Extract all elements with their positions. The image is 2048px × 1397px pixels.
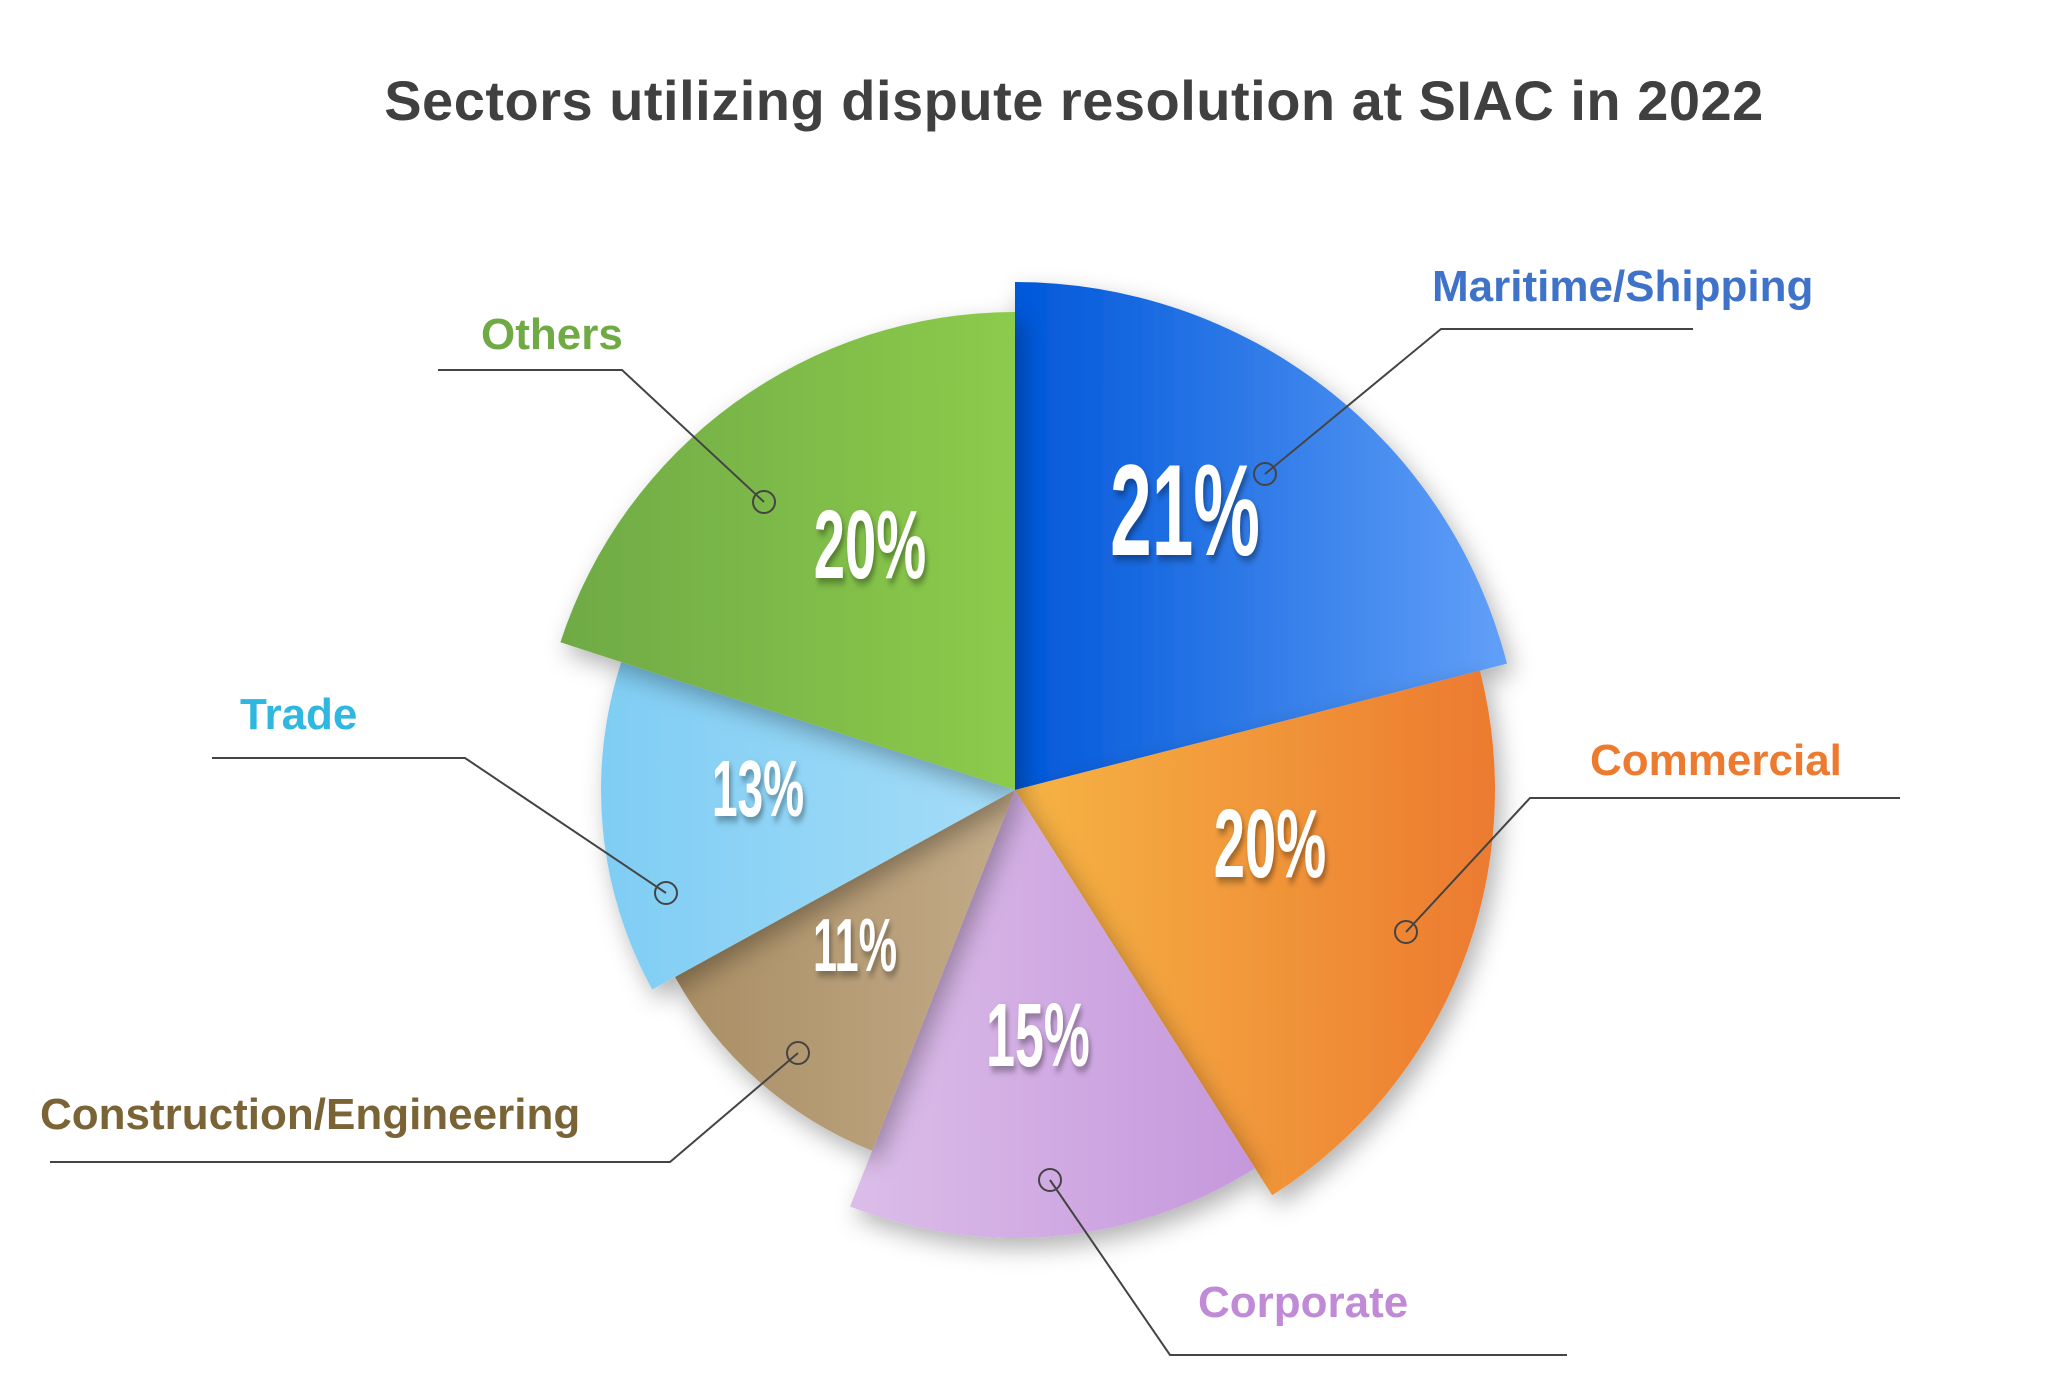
leader-line xyxy=(1264,328,1693,475)
category-label: Construction/Engineering xyxy=(40,1090,581,1139)
leader-dot-icon xyxy=(654,881,678,905)
leader-line xyxy=(438,369,765,503)
chart-title: Sectors utilizing dispute resolution at … xyxy=(384,69,1764,132)
slice-percent: 13% xyxy=(712,744,804,833)
leader-dot-icon xyxy=(1038,1168,1062,1192)
category-label: Corporate xyxy=(1198,1278,1409,1327)
pie-slice-maritime-shipping xyxy=(1015,282,1508,790)
pie-slice-corporate xyxy=(850,790,1256,1239)
slice-percent: 20% xyxy=(814,490,926,599)
leader-line xyxy=(212,757,667,894)
category-label: Trade xyxy=(240,690,358,739)
leader-line xyxy=(50,1052,799,1163)
slice-percent: 11% xyxy=(813,904,897,987)
category-label: Others xyxy=(481,310,623,359)
leader-line xyxy=(1049,1179,1567,1356)
slice-percent: 21% xyxy=(1110,439,1260,584)
slice-percent: 20% xyxy=(1214,789,1326,898)
pie-slice-construction-engineering xyxy=(674,790,1015,1151)
pie-slice-commercial xyxy=(1015,670,1495,1196)
leader-dot-icon xyxy=(786,1041,810,1065)
leader-dot-icon xyxy=(1253,462,1277,486)
category-label: Maritime/Shipping xyxy=(1432,262,1814,311)
leader-dot-icon xyxy=(1394,920,1418,944)
pie-slice-others xyxy=(560,312,1015,790)
slice-percent: 15% xyxy=(986,985,1090,1085)
leader-line xyxy=(1405,797,1900,933)
pie-slice-trade xyxy=(600,662,1015,990)
category-label: Commercial xyxy=(1590,736,1842,785)
leader-dot-icon xyxy=(752,490,776,514)
